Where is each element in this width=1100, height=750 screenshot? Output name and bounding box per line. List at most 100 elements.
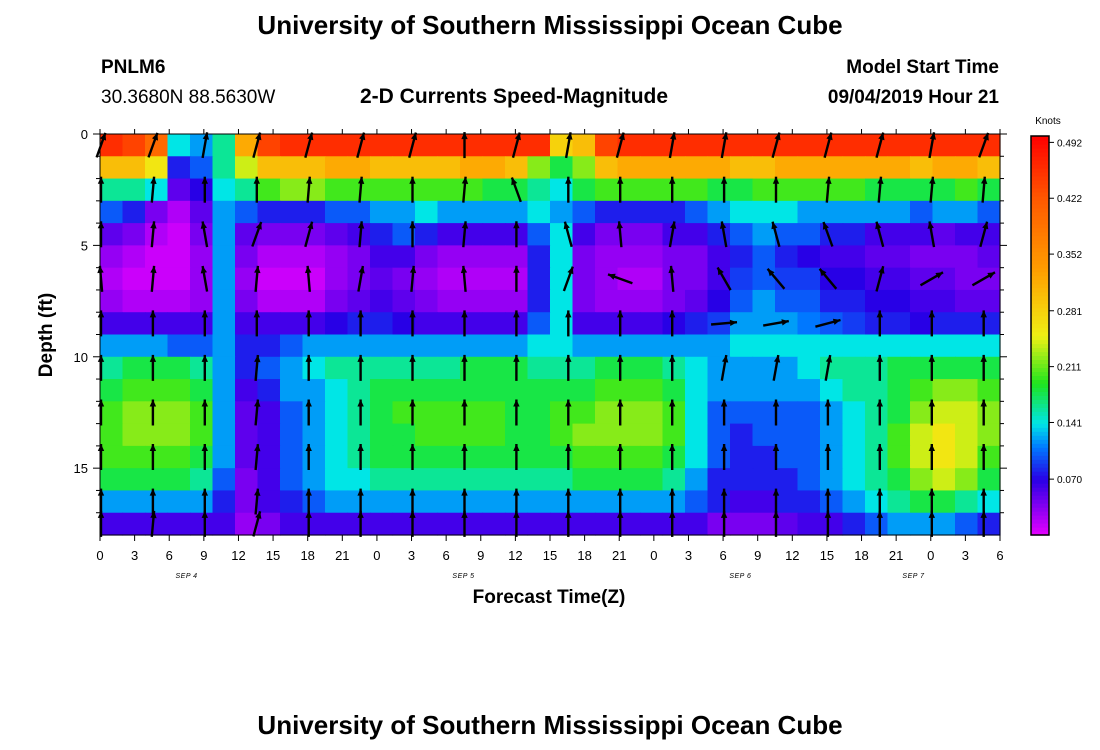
heatmap-cell bbox=[325, 468, 349, 492]
heatmap-cell bbox=[932, 401, 956, 425]
heatmap-cell bbox=[820, 267, 844, 291]
heatmap-cell bbox=[392, 156, 416, 180]
heatmap-cell bbox=[145, 156, 169, 180]
heatmap-cell bbox=[550, 423, 574, 447]
heatmap-cell bbox=[145, 445, 169, 469]
heatmap-cell bbox=[235, 178, 259, 202]
current-vector-arrow bbox=[201, 488, 208, 515]
heatmap-cell bbox=[415, 445, 439, 469]
heatmap-cell bbox=[617, 267, 641, 291]
heatmap-cell bbox=[257, 468, 281, 492]
current-vector-arrow bbox=[409, 399, 416, 426]
x-axis-label: Forecast Time(Z) bbox=[473, 587, 626, 608]
current-vector-arrow bbox=[461, 488, 468, 515]
heatmap-cell bbox=[235, 379, 259, 402]
heatmap-cell bbox=[662, 312, 686, 336]
current-vector-arrow bbox=[460, 265, 468, 292]
current-vector-arrow bbox=[876, 444, 883, 470]
current-vector-arrow bbox=[772, 510, 780, 537]
heatmap-cell bbox=[190, 468, 214, 492]
heatmap-cell bbox=[190, 223, 214, 246]
heatmap-cell bbox=[775, 267, 799, 291]
heatmap-cell bbox=[145, 178, 169, 202]
heatmap-cell bbox=[640, 245, 664, 269]
heatmap-cell bbox=[775, 512, 799, 536]
heatmap-cell bbox=[527, 334, 551, 358]
heatmap-cell bbox=[370, 334, 394, 358]
heatmap-cell bbox=[595, 200, 619, 224]
current-vector-arrow bbox=[771, 221, 781, 248]
current-vector-arrow bbox=[979, 221, 989, 248]
heatmap-cell bbox=[167, 401, 191, 425]
colorbar-swatch bbox=[1031, 379, 1049, 384]
heatmap-cell bbox=[212, 223, 236, 246]
colorbar-swatch bbox=[1031, 359, 1049, 365]
heatmap-cell bbox=[865, 490, 889, 514]
heatmap-cell bbox=[752, 468, 776, 492]
heatmap-cell bbox=[280, 401, 304, 425]
heatmap-cell bbox=[887, 245, 911, 269]
heatmap-cell bbox=[955, 178, 979, 202]
heatmap-cell bbox=[482, 512, 506, 536]
heatmap-cell bbox=[572, 267, 596, 291]
heatmap-cell bbox=[955, 401, 979, 425]
heatmap-cell bbox=[887, 334, 911, 358]
colorbar-swatch bbox=[1031, 331, 1049, 337]
heatmap-cell bbox=[482, 379, 506, 402]
heatmap-cell bbox=[797, 156, 821, 180]
heatmap-cell bbox=[235, 512, 259, 536]
colorbar-swatch bbox=[1031, 175, 1049, 181]
current-vector-arrow bbox=[824, 444, 832, 470]
current-vector-arrow bbox=[565, 176, 572, 203]
heatmap-cell bbox=[820, 178, 844, 202]
heatmap-cell bbox=[437, 445, 461, 469]
heatmap-cell bbox=[685, 468, 709, 492]
current-vector-arrow bbox=[617, 510, 624, 537]
heatmap-cell bbox=[100, 312, 124, 336]
heatmap-cell bbox=[595, 445, 619, 469]
heatmap-cell bbox=[572, 512, 596, 536]
colorbar-swatch bbox=[1031, 327, 1049, 333]
current-vector-arrow bbox=[95, 132, 107, 158]
current-vector-arrow bbox=[461, 221, 469, 248]
heatmap-cell bbox=[617, 512, 641, 536]
heatmap-cell bbox=[572, 178, 596, 202]
heatmap-cell bbox=[910, 134, 934, 157]
y-axis-ticks: 0 5 10 15 bbox=[74, 127, 1007, 514]
heatmap-cell bbox=[190, 200, 214, 224]
heatmap-cell bbox=[797, 334, 821, 358]
heatmap-cell bbox=[100, 356, 124, 380]
heatmap-cell bbox=[392, 245, 416, 269]
colorbar-swatch bbox=[1031, 387, 1049, 392]
heatmap-cell bbox=[190, 379, 214, 402]
heatmap-cell bbox=[752, 134, 776, 157]
day-label: SEP 4 bbox=[175, 573, 197, 580]
heatmap-cell bbox=[145, 356, 169, 380]
colorbar-swatch bbox=[1031, 367, 1049, 373]
heatmap-cell bbox=[550, 379, 574, 402]
heatmap-cell bbox=[932, 512, 956, 536]
current-vector-arrow bbox=[461, 176, 469, 203]
heatmap-cell bbox=[865, 156, 889, 180]
heatmap-cell bbox=[190, 445, 214, 469]
heatmap-cell bbox=[707, 334, 731, 358]
speed-heatmap-cells bbox=[100, 134, 1001, 536]
colorbar-swatch bbox=[1031, 255, 1049, 261]
heatmap-cell bbox=[865, 200, 889, 224]
y-tick-label: 0 bbox=[81, 127, 88, 142]
heatmap-cell bbox=[437, 156, 461, 180]
heatmap-cell bbox=[122, 490, 146, 514]
heatmap-cell bbox=[437, 134, 461, 157]
colorbar-swatch bbox=[1031, 487, 1049, 492]
heatmap-cell bbox=[437, 245, 461, 269]
heatmap-cell bbox=[505, 245, 529, 269]
heatmap-cell bbox=[932, 356, 956, 380]
heatmap-cell bbox=[370, 267, 394, 291]
heatmap-cell bbox=[392, 512, 416, 536]
heatmap-cell bbox=[437, 356, 461, 380]
heatmap-cell bbox=[280, 223, 304, 246]
heatmap-cell bbox=[730, 289, 754, 313]
heatmap-cell bbox=[730, 490, 754, 514]
heatmap-cell bbox=[617, 356, 641, 380]
heatmap-cell bbox=[617, 200, 641, 224]
